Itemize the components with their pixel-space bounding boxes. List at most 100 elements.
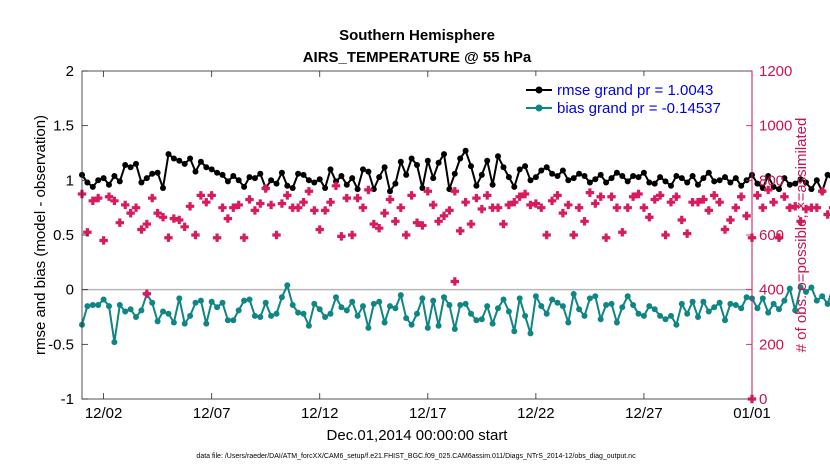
y-right-tick-label: 200 (759, 336, 784, 353)
rmse-point (316, 176, 323, 183)
rmse-point (711, 178, 718, 185)
obs-possible-outlier (142, 289, 152, 298)
bias-point (603, 302, 610, 308)
obs_possible-point (142, 219, 152, 229)
rmse-point (716, 177, 723, 184)
obs_possible-point (742, 211, 751, 221)
obs_possible-point (342, 193, 351, 203)
obs_possible-point (423, 187, 433, 196)
bias-point (473, 317, 480, 324)
x-tick-label: 12/22 (517, 405, 555, 422)
rmse-point (776, 186, 782, 193)
obs_possible-point (331, 181, 341, 190)
obs_possible-point (115, 218, 125, 227)
obs_possible-point (234, 200, 243, 210)
x-tick-label: 12/17 (409, 405, 447, 422)
y-right-tick-label: 1200 (759, 63, 792, 80)
rmse-point (273, 180, 280, 187)
obs_possible-point (510, 198, 519, 207)
obs_possible-point (655, 191, 665, 200)
bias-point (343, 307, 350, 314)
bias-point (824, 300, 830, 307)
obs_possible-point (407, 191, 416, 200)
bias-point (765, 309, 772, 316)
obs_possible-point (574, 203, 584, 212)
obs_possible-point (374, 223, 384, 233)
rmse-point (414, 162, 420, 168)
rmse-point (635, 174, 642, 181)
bias-point (170, 319, 177, 326)
bias-point (597, 316, 604, 323)
bias-point (543, 310, 550, 317)
obs_possible-point (564, 200, 573, 210)
obs_possible-point (553, 191, 562, 200)
obs_possible-point (812, 203, 822, 212)
bias-series (79, 282, 830, 346)
obs_possible-point (445, 206, 454, 215)
bias-point (84, 303, 91, 310)
rmse-point (478, 171, 485, 178)
bias-point (684, 310, 691, 317)
obs_possible-point (261, 184, 270, 193)
rmse-point (565, 177, 572, 184)
bias-point (133, 314, 139, 320)
rmse-point (143, 175, 150, 182)
rmse-series (79, 147, 830, 195)
rmse-point (392, 180, 399, 187)
bias-point (586, 295, 593, 302)
bias-point (300, 310, 307, 317)
data-file-footer: data file: /Users/raeder/DAI/ATM_forcXX/… (196, 453, 636, 460)
bias-point (408, 321, 415, 328)
rmse-point (473, 182, 480, 189)
rmse-point (300, 171, 307, 178)
right-y-axis: 0 200 400 600 800 1000 1200 (746, 63, 792, 408)
obs_possible-point (218, 203, 227, 212)
obs_possible-point (547, 196, 557, 206)
obs_possible-point (758, 203, 768, 212)
bias-point (192, 299, 199, 306)
rmse-point (500, 164, 507, 171)
rmse-point (268, 177, 275, 184)
bias-point (500, 296, 507, 303)
obs_possible-point (612, 203, 622, 212)
obs_possible-point (542, 230, 551, 240)
obs_possible-point (310, 206, 319, 215)
rmse-point (559, 167, 566, 174)
bias-point (419, 295, 426, 302)
bias-point (803, 288, 809, 295)
x-tick-label: 12/02 (85, 405, 123, 422)
y-right-tick-label: 1000 (759, 118, 792, 135)
bias-point (111, 339, 118, 346)
obs_possible-point (202, 198, 211, 207)
obs_possible-point (337, 232, 346, 241)
rmse-point (576, 170, 583, 177)
x-tick-label: 12/12 (301, 405, 339, 422)
rmse-point (251, 175, 258, 182)
bias-point (338, 304, 345, 311)
y-right-tick-label: 400 (759, 282, 784, 299)
bias-point (770, 300, 777, 307)
bias-point (786, 285, 793, 292)
bias-point (106, 303, 112, 310)
rmse-point (468, 163, 474, 170)
bias-point (424, 324, 431, 331)
obs_possible-point (493, 203, 503, 212)
obs_possible-point (601, 233, 611, 242)
bias-point (235, 307, 242, 314)
obs_possible-point (277, 199, 287, 208)
rmse-point (554, 173, 561, 179)
rmse-point (781, 175, 788, 182)
rmse-point (662, 178, 669, 185)
rmse-point (722, 174, 728, 181)
obs_possible-point (88, 196, 98, 206)
rmse-point (695, 181, 701, 188)
rmse-point (624, 178, 631, 185)
obs_possible-point (439, 211, 449, 221)
obs_possible-point (299, 198, 308, 207)
bias-point (95, 302, 102, 308)
y-right-tick-label: 800 (759, 172, 784, 189)
y-left-tick-label: 2 (66, 63, 74, 80)
rmse-point (430, 175, 437, 182)
obs_possible-point (709, 191, 719, 200)
bias-point (278, 294, 285, 301)
